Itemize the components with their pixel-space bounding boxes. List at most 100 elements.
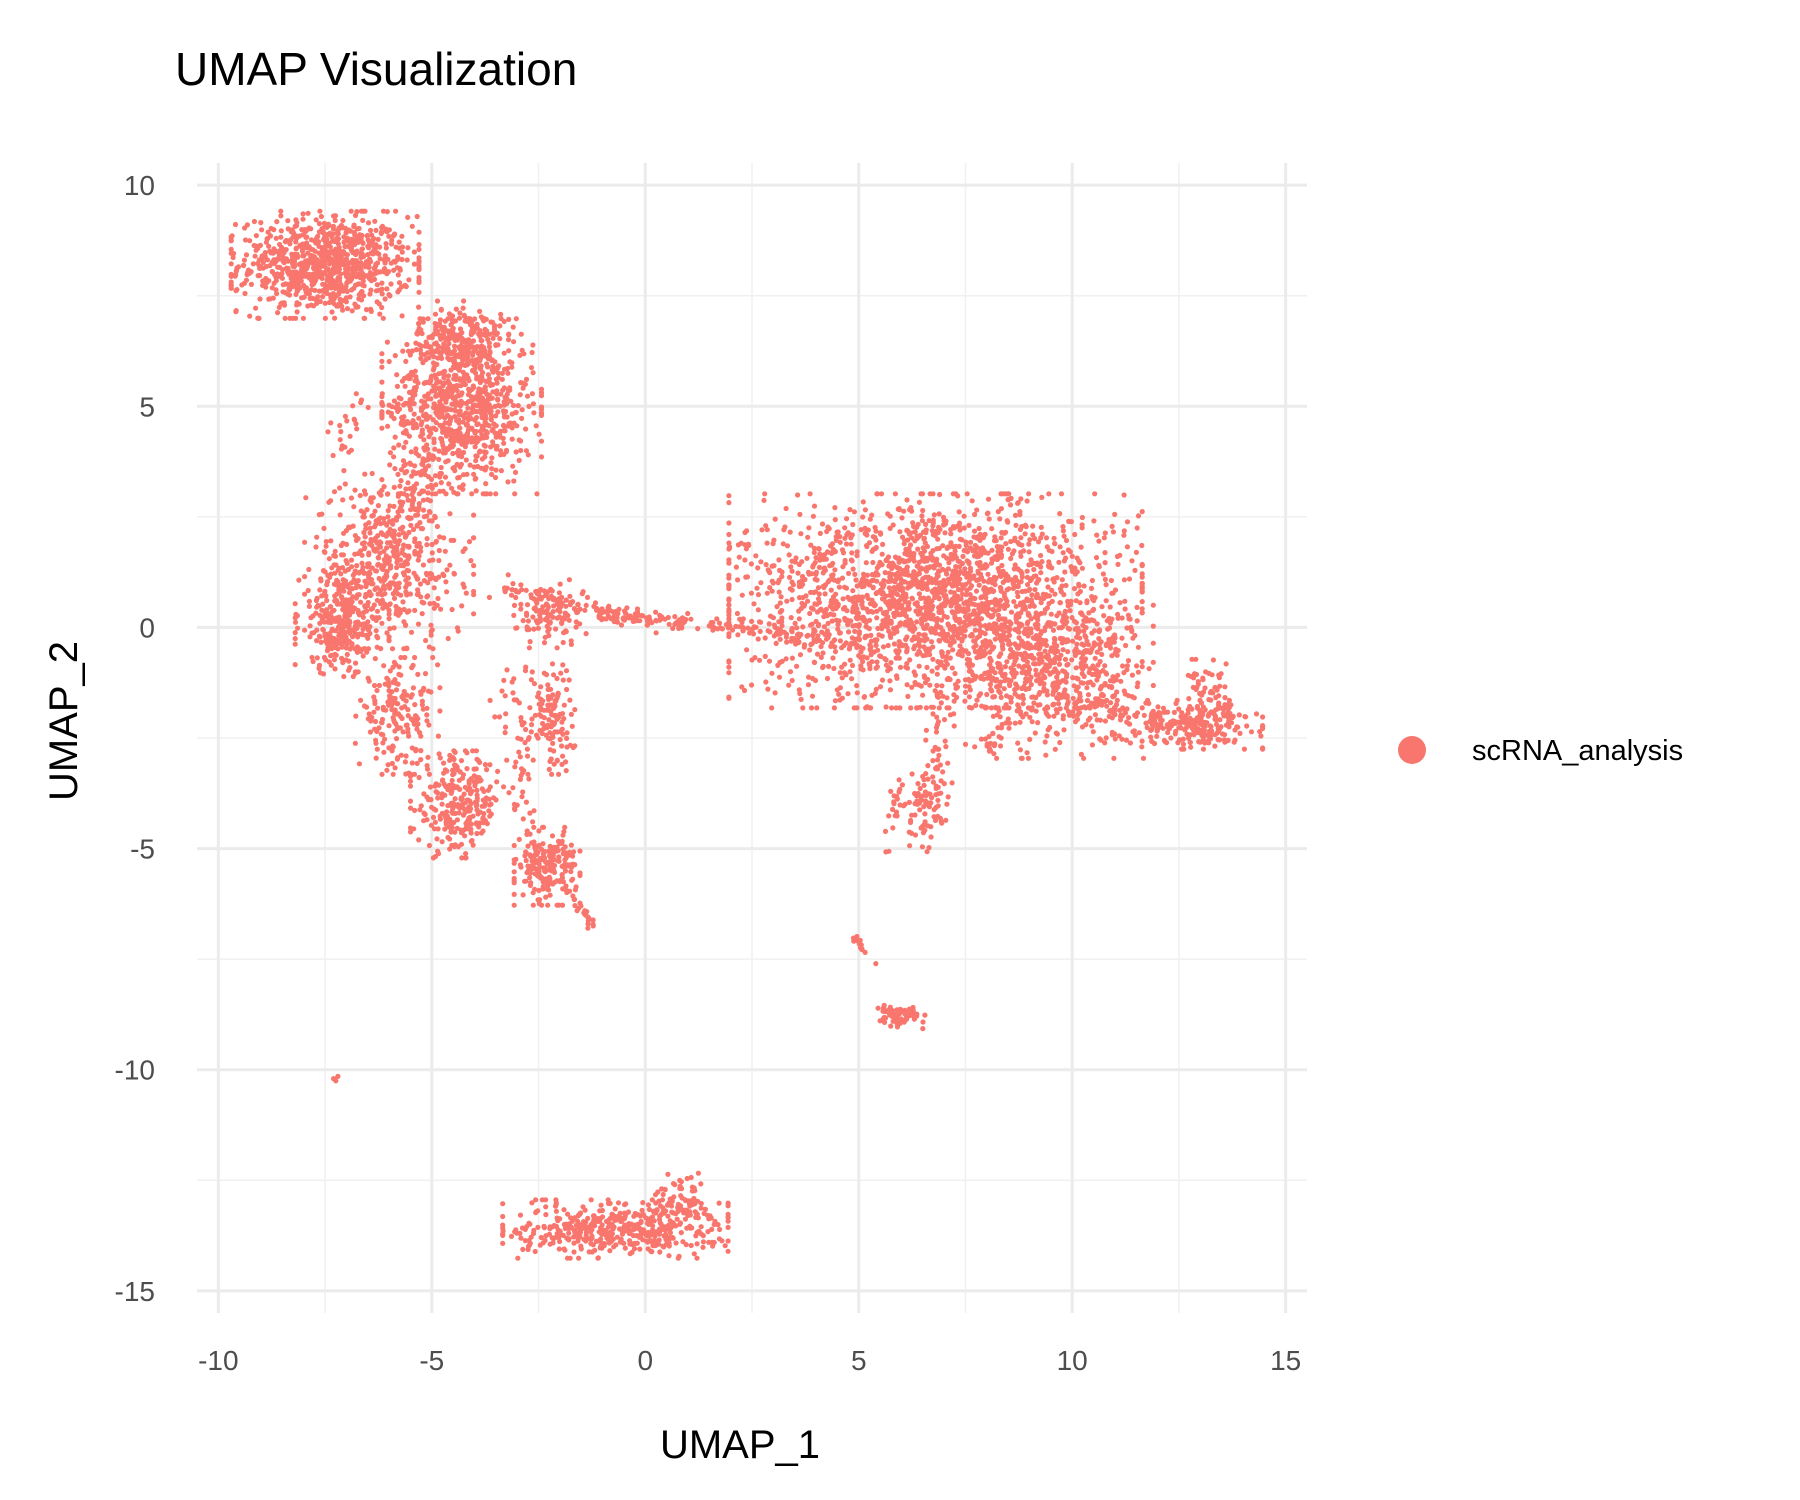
data-point [491,795,497,801]
data-point [920,507,926,514]
data-point [563,628,569,634]
data-point [846,629,852,635]
data-point [323,539,329,545]
data-point [445,337,451,343]
data-point [252,253,258,259]
data-point [510,324,516,330]
data-point [549,588,555,594]
data-point [545,902,551,908]
data-point [895,506,901,512]
data-point [516,836,522,843]
data-point [295,273,301,279]
data-point [482,387,488,393]
data-point [400,599,406,605]
data-point [888,660,894,666]
data-point [1132,567,1138,574]
data-point [552,698,558,704]
data-point [324,236,330,242]
data-point [400,546,406,552]
data-point [470,368,476,374]
data-point [329,238,336,244]
data-point [985,571,991,577]
data-point [328,284,334,290]
data-point [357,275,363,281]
data-point [416,320,422,326]
data-point [519,407,525,413]
data-point [307,623,313,629]
data-point [284,281,290,287]
data-point [421,600,427,606]
data-point [429,333,435,339]
data-point [300,315,306,321]
data-point [292,601,298,607]
data-point [485,787,492,793]
data-point [403,698,409,704]
data-point [352,551,358,557]
data-point [1139,664,1145,670]
data-point [400,430,407,436]
data-point [523,376,530,382]
data-point [317,634,323,640]
data-point [323,543,329,549]
data-point [538,684,544,690]
data-point [555,838,562,845]
data-point [374,746,380,752]
data-point [815,596,822,602]
data-point [427,576,433,582]
data-point [945,621,951,627]
data-point [440,442,446,448]
data-point [461,346,467,352]
data-point [1067,549,1073,555]
data-point [299,245,305,251]
data-point [292,636,298,642]
data-point [263,263,269,270]
data-point [438,464,444,471]
data-point [386,616,392,622]
data-point [386,558,392,564]
data-point [488,319,494,325]
data-point [431,365,437,371]
data-point [409,760,415,766]
data-point [446,350,452,356]
data-point [1115,561,1121,568]
data-point [577,621,583,627]
data-point [428,622,434,628]
data-point [353,595,359,601]
data-point [442,826,448,832]
data-point [1026,491,1032,497]
data-point [839,547,846,553]
data-point [340,552,346,558]
data-point [559,719,565,725]
data-point [389,689,395,695]
data-point [490,335,496,341]
data-point [538,454,545,460]
data-point [438,307,444,313]
data-point [403,532,409,538]
data-point [433,376,439,382]
data-point [962,633,968,639]
data-point [923,652,929,658]
data-point [302,627,308,633]
data-point [1018,535,1024,541]
data-point [230,272,237,278]
data-point [408,449,414,455]
data-point [337,296,343,302]
data-point [437,813,443,819]
data-point [566,677,572,683]
data-point [481,414,488,420]
data-point [726,659,732,665]
data-point [769,578,775,584]
data-point [335,228,341,234]
data-point [267,296,273,302]
data-point [352,669,358,675]
data-point [811,503,818,509]
data-point [390,744,396,750]
data-point [517,392,523,398]
data-point [500,408,507,414]
data-point [433,340,439,346]
data-point [424,763,430,769]
data-point [466,804,472,810]
data-point [546,702,553,708]
data-point [490,382,496,388]
data-point [283,237,289,244]
